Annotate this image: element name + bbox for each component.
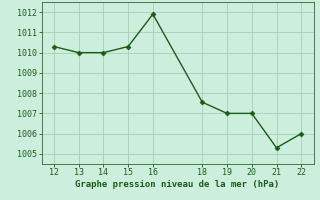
- X-axis label: Graphe pression niveau de la mer (hPa): Graphe pression niveau de la mer (hPa): [76, 180, 280, 189]
